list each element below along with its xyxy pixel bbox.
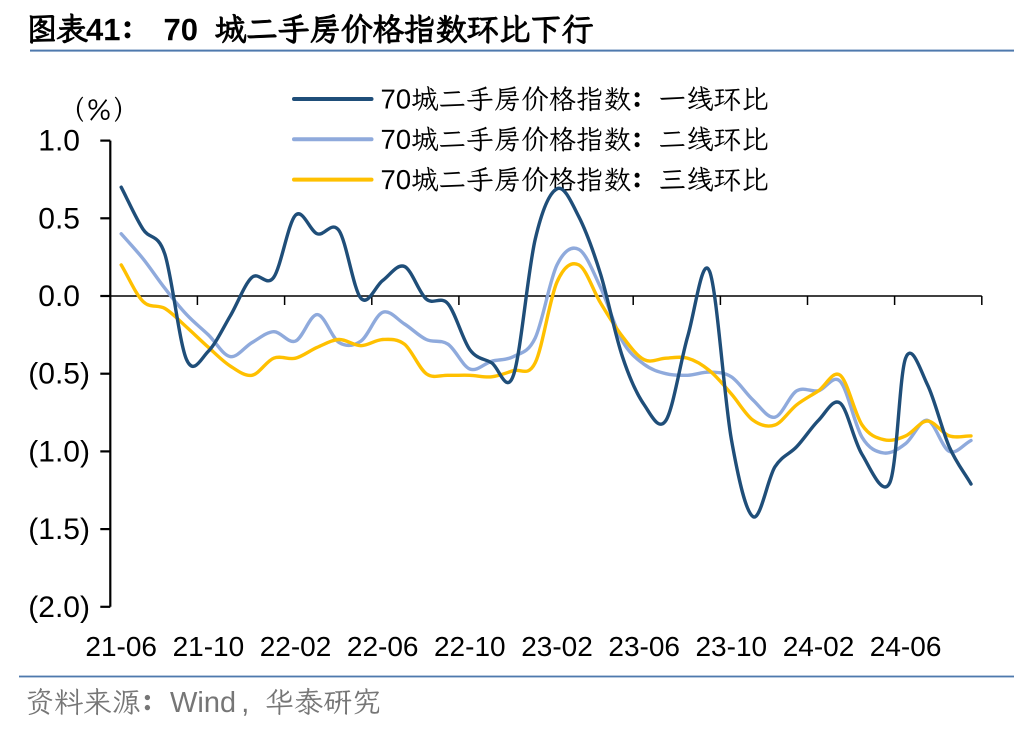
svg-text:): ) [80, 358, 90, 391]
svg-text:21-06: 21-06 [85, 631, 157, 662]
svg-text:(0.5: (0.5 [28, 358, 80, 391]
svg-text:22-02: 22-02 [260, 631, 332, 662]
svg-text:(1.0: (1.0 [28, 435, 80, 468]
svg-text:23-10: 23-10 [695, 631, 767, 662]
svg-text:0.0: 0.0 [38, 280, 80, 313]
svg-text:): ) [80, 513, 90, 546]
svg-text:23-06: 23-06 [608, 631, 680, 662]
svg-text:22-06: 22-06 [347, 631, 419, 662]
svg-text:): ) [80, 591, 90, 624]
svg-text:): ) [80, 435, 90, 468]
svg-text:22-10: 22-10 [434, 631, 506, 662]
svg-text:24-06: 24-06 [870, 631, 942, 662]
svg-text:(2.0: (2.0 [28, 591, 80, 624]
svg-text:1.0: 1.0 [38, 125, 80, 158]
svg-text:0.5: 0.5 [38, 202, 80, 235]
svg-text:21-10: 21-10 [173, 631, 245, 662]
svg-text:(1.5: (1.5 [28, 513, 80, 546]
svg-text:23-02: 23-02 [521, 631, 593, 662]
svg-text:24-02: 24-02 [783, 631, 855, 662]
